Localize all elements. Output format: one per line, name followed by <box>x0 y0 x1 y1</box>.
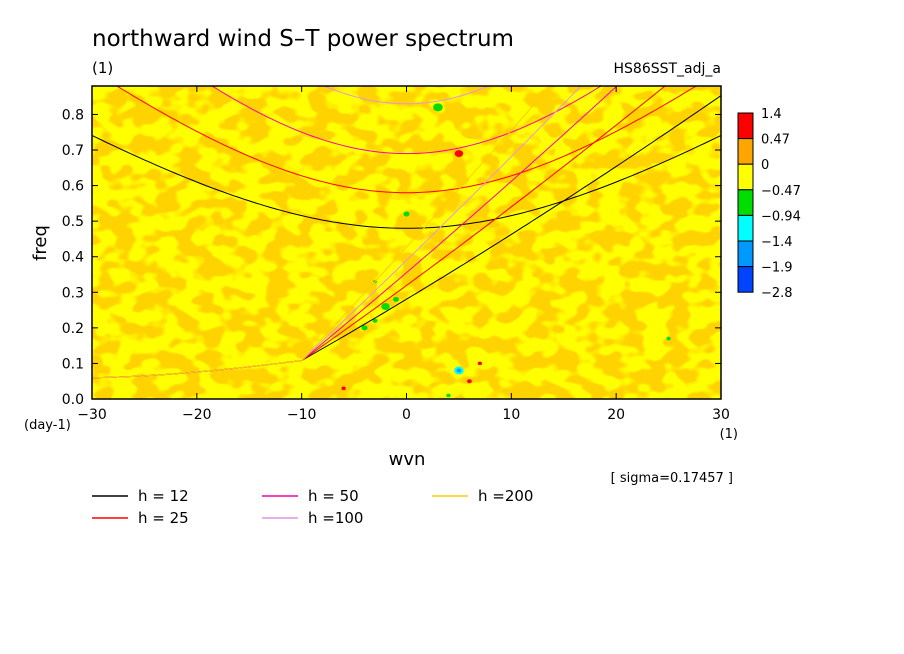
colorbar-swatch <box>737 112 754 140</box>
colorbar-swatch <box>737 189 754 216</box>
legend-label: h =100 <box>308 509 363 527</box>
colorbar-swatch <box>737 266 754 293</box>
legend-label: h = 25 <box>138 509 189 527</box>
x-tick-label: 30 <box>712 407 730 423</box>
contour-spot <box>361 325 368 331</box>
dispersion-curves <box>92 86 721 379</box>
colorbar-label: −1.4 <box>761 235 793 250</box>
y-tick-label: 0.5 <box>62 214 84 230</box>
contour-spot <box>446 393 451 398</box>
x-tick-label: −20 <box>182 407 212 423</box>
colorbar-label: 0 <box>761 158 769 173</box>
y-tick-label: 0.3 <box>62 285 84 301</box>
contour-spot <box>433 103 443 112</box>
y-axis-units: (day-1) <box>24 418 71 433</box>
x-tick-label: 10 <box>502 407 520 423</box>
y-axis-ticks: 0.0 0.1 0.2 0.3 0.4 0.5 0.6 0.7 0.8 <box>62 107 721 408</box>
x-tick-label: −10 <box>287 407 317 423</box>
kelvin-curve <box>92 86 552 379</box>
sigma-text: [ sigma=0.17457 ] <box>611 471 733 486</box>
legend-label: h =200 <box>478 487 533 505</box>
y-tick-label: 0.1 <box>62 356 84 372</box>
y-axis-label: freq <box>30 225 51 261</box>
colorbar-swatch <box>737 240 754 268</box>
inertia-gravity-curve <box>211 86 602 155</box>
y-tick-label: 0.8 <box>62 107 84 123</box>
legend-label: h = 12 <box>138 487 189 505</box>
colorbar-label: −0.47 <box>761 184 801 199</box>
inertia-gravity-curve <box>92 134 721 229</box>
colorbar-label: −0.94 <box>761 209 801 224</box>
x-tick-label: 0 <box>402 407 411 423</box>
y-tick-label: 0.6 <box>62 179 84 195</box>
colorbar: 1.4 0.47 0 −0.47 −0.94 −1.4 −1.9 −2.8 <box>737 107 801 301</box>
inertia-gravity-curve <box>115 86 698 194</box>
y-tick-label: 0.0 <box>62 392 84 408</box>
colorbar-label: −1.9 <box>761 261 793 276</box>
contour-spot <box>372 318 378 323</box>
colorbar-label: −2.8 <box>761 286 793 301</box>
colorbar-swatch <box>737 138 754 165</box>
contour-spot <box>666 336 671 341</box>
chart-title: northward wind S–T power spectrum <box>92 26 514 52</box>
plot-area <box>92 86 721 399</box>
x-axis-label: wvn <box>389 449 426 470</box>
legend-label: h = 50 <box>308 487 359 505</box>
x-tick-label: −30 <box>77 407 107 423</box>
contour-spot <box>381 303 390 311</box>
contour-spot <box>467 379 472 384</box>
x-axis-units: (1) <box>720 427 738 442</box>
y-tick-label: 0.2 <box>62 321 84 337</box>
contour-spots <box>341 103 671 398</box>
title-units: (1) <box>92 59 113 77</box>
contour-spot <box>477 361 483 366</box>
contour-spot <box>403 211 410 217</box>
colorbar-label: 0.47 <box>761 133 790 148</box>
contour-spot <box>454 150 464 158</box>
y-tick-label: 0.7 <box>62 143 84 159</box>
x-tick-label: 20 <box>607 407 625 423</box>
contour-spot <box>456 368 462 373</box>
contour-spot <box>393 296 400 302</box>
curve-legend: h = 12 h = 25 h = 50 h =100 h =200 <box>92 487 533 527</box>
colorbar-label: 1.4 <box>761 107 782 122</box>
inertia-gravity-curve <box>322 86 491 105</box>
run-label: HS86SST_adj_a <box>614 61 722 77</box>
x-axis-ticks: −30 −20 −10 0 10 20 30 <box>77 86 730 423</box>
colorbar-swatch <box>737 163 754 191</box>
orange-contour-blobs <box>92 86 721 399</box>
y-tick-label: 0.4 <box>62 250 84 266</box>
colorbar-swatch <box>737 214 754 242</box>
contour-spot <box>341 386 346 391</box>
